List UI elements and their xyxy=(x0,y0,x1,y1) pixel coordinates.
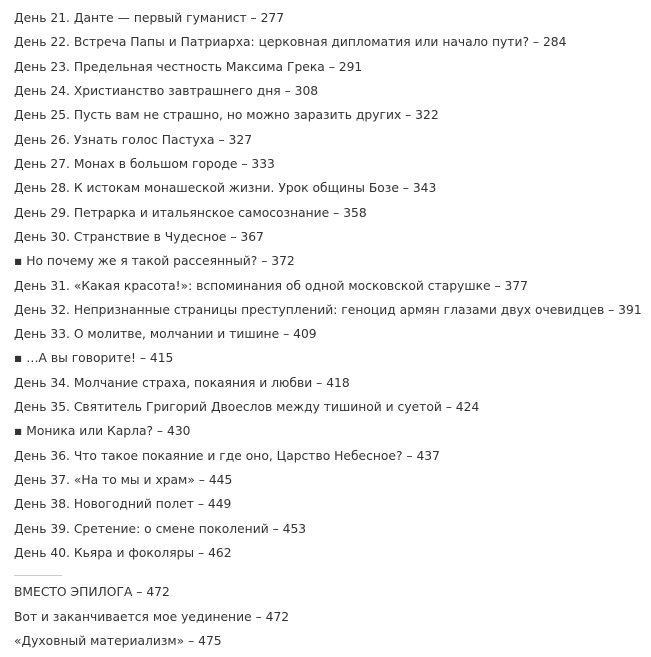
contents-entry: День 22. Встреча Папы и Патриарха: церко… xyxy=(14,35,567,50)
contents-entry: День 25. Пусть вам не страшно, но можно … xyxy=(14,108,439,123)
contents-entry: Вот и заканчивается мое уединение – 472 xyxy=(14,609,290,624)
contents-entry: ▪ …А вы говорите! – 415 xyxy=(14,351,174,366)
contents-entry: День 23. Предельная честность Максима Гр… xyxy=(14,59,363,74)
contents-entry: ВМЕСТО ЭПИЛОГА – 472 xyxy=(14,585,170,599)
separator xyxy=(14,575,62,576)
contents-entry: День 37. «На то мы и храм» – 445 xyxy=(14,473,233,488)
contents-entry: День 21. Данте — первый гуманист – 277 xyxy=(14,11,285,25)
contents-entry: День 34. Молчание страха, покаяния и люб… xyxy=(14,375,350,390)
contents-entry: ▪ Но почему же я такой рассеянный? – 372 xyxy=(14,254,295,269)
contents-entry: День 36. Что такое покаяние и где оно, Ц… xyxy=(14,448,440,463)
contents-entry: День 28. К истокам монашеской жизни. Уро… xyxy=(14,181,437,196)
contents-entry: День 27. Монах в большом городе – 333 xyxy=(14,156,275,171)
contents-entry: День 38. Новогодний полет – 449 xyxy=(14,497,232,512)
contents-entry: День 35. Святитель Григорий Двоеслов меж… xyxy=(14,400,480,415)
contents-entry: День 29. Петрарка и итальянское самосозн… xyxy=(14,205,367,220)
contents-entry: День 33. О молитве, молчании и тишине – … xyxy=(14,327,317,342)
contents-entry: День 31. «Какая красота!»: вспоминания о… xyxy=(14,278,529,293)
contents-entry: День 40. Кьяра и фоколяры – 462 xyxy=(14,546,232,561)
contents-entry: День 26. Узнать голос Пастуха – 327 xyxy=(14,132,253,147)
contents-entry: День 30. Странствие в Чудесное – 367 xyxy=(14,229,264,244)
contents-entry: День 39. Сретение: о смене поколений – 4… xyxy=(14,521,307,536)
contents-entry: ▪ Моника или Карла? – 430 xyxy=(14,424,191,439)
contents-entry: День 32. Непризнанные страницы преступле… xyxy=(14,302,642,317)
contents-entry: День 24. Христианство завтрашнего дня – … xyxy=(14,83,319,98)
contents-entry: «Духовный материализм» – 475 xyxy=(14,634,222,648)
